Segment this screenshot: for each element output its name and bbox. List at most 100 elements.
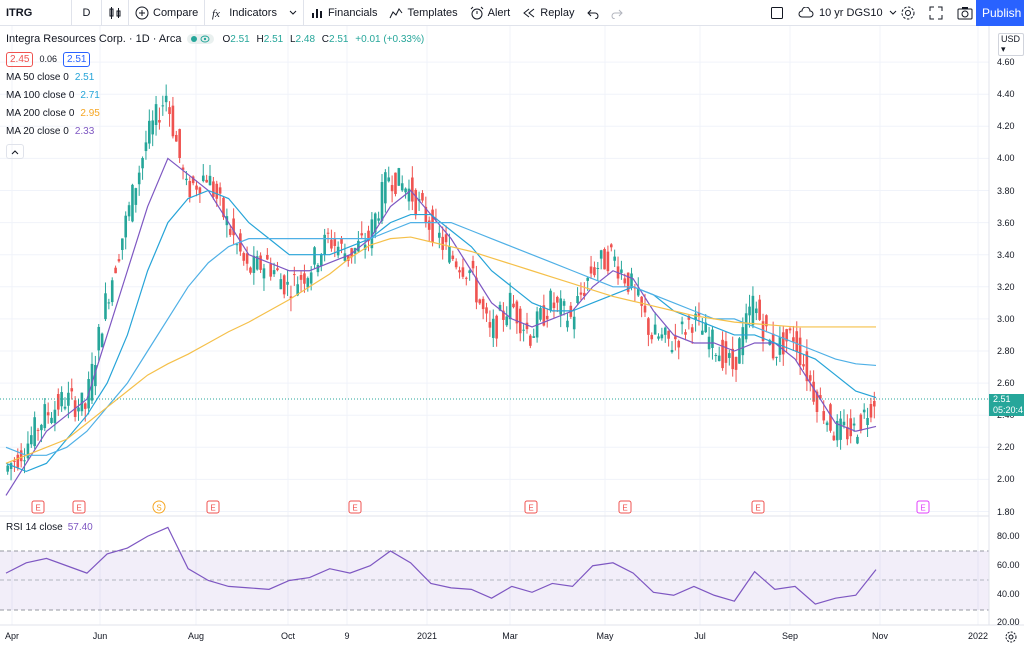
last-price-value: 2.51 <box>993 394 1011 404</box>
candle-body <box>174 134 178 142</box>
ma50-legend[interactable]: MA 50 close 0 2.51 <box>6 68 424 86</box>
rsi-tick: 60.00 <box>997 560 1020 570</box>
candle-body <box>158 120 161 123</box>
candle-body <box>721 339 724 369</box>
candles-icon <box>109 6 121 19</box>
candle-body <box>309 272 313 284</box>
candle-body <box>114 267 117 274</box>
candle-body <box>491 318 495 338</box>
interval-selector[interactable]: D <box>72 0 102 26</box>
ma100-legend[interactable]: MA 100 close 0 2.71 <box>6 86 424 104</box>
axis-settings-icon[interactable] <box>1004 630 1018 644</box>
chart-type-button[interactable] <box>102 0 129 26</box>
candle-body <box>754 308 758 314</box>
candle-body <box>576 296 579 304</box>
candle-body <box>515 301 519 324</box>
candle-body <box>46 412 50 416</box>
cloud-icon <box>798 7 814 18</box>
candle-body <box>805 351 809 382</box>
snapshot-button[interactable] <box>957 0 973 26</box>
redo-button[interactable] <box>605 0 629 26</box>
indicators-dropdown[interactable] <box>283 0 304 26</box>
ma200-legend[interactable]: MA 200 close 0 2.95 <box>6 104 424 122</box>
time-tick: Jun <box>92 631 108 641</box>
candle-body <box>856 436 859 444</box>
candle-body <box>832 435 836 441</box>
candle-body <box>276 268 279 271</box>
candle-body <box>431 209 434 243</box>
candle-body <box>16 454 20 468</box>
candle-body <box>323 234 326 255</box>
candle-body <box>873 400 876 407</box>
candle-body <box>70 388 74 392</box>
top-toolbar: ITRG D Compare fx Indicators Financials … <box>0 0 1024 26</box>
rsi-tick: 20.00 <box>997 617 1020 627</box>
candle-body <box>154 104 158 125</box>
change-value: +0.01 (+0.33%) <box>355 33 425 45</box>
svg-text:fx: fx <box>212 8 220 20</box>
candle-body <box>498 304 502 311</box>
publish-button[interactable]: Publish <box>976 0 1024 26</box>
candle-body <box>744 313 748 340</box>
close-key: C <box>321 33 330 45</box>
candle-body <box>781 332 785 355</box>
candle-body <box>346 254 350 261</box>
open-value: 2.51 <box>230 33 250 45</box>
candle-body <box>518 308 522 334</box>
bid-price[interactable]: 2.45 <box>6 51 34 67</box>
candle-body <box>104 293 107 320</box>
candle-body <box>849 418 853 437</box>
moving-average-lines <box>5 157 877 605</box>
rsi-tick: 40.00 <box>997 589 1020 599</box>
financials-button[interactable]: Financials <box>304 0 384 26</box>
compare-symbol-chip[interactable]: 10 yr DGS10 <box>798 0 897 26</box>
candle-body <box>815 391 819 412</box>
candle-body <box>738 338 741 364</box>
candle-body <box>552 302 556 309</box>
price-tick: 4.60 <box>997 57 1015 68</box>
templates-button[interactable]: Templates <box>383 0 463 26</box>
candle-body <box>701 330 704 335</box>
ask-price[interactable]: 2.51 <box>63 51 91 67</box>
candle-body <box>623 278 627 284</box>
compare-button[interactable]: Compare <box>129 0 206 26</box>
indicators-button[interactable]: fx Indicators <box>205 0 283 26</box>
candle-body <box>269 263 273 277</box>
series-title: Integra Resources Corp. · 1D · Arca <box>6 33 182 45</box>
collapse-legend-button[interactable] <box>6 144 24 159</box>
rsi-label: RSI 14 close <box>6 522 63 533</box>
market-status[interactable] <box>187 34 215 44</box>
split-marker <box>152 500 166 514</box>
currency-selector[interactable]: USD ▾ <box>998 33 1024 56</box>
replay-button[interactable]: Replay <box>516 0 580 26</box>
templates-label: Templates <box>407 6 458 19</box>
candle-body <box>407 188 411 202</box>
last-price-tag: 2.51 05:20:4 <box>989 394 1024 416</box>
candle-body <box>525 322 529 330</box>
time-tick: 2021 <box>416 631 438 641</box>
alert-button[interactable]: Alert <box>464 0 517 26</box>
candle-body <box>245 253 249 264</box>
close-value: 2.51 <box>329 33 349 45</box>
layout-button[interactable] <box>770 0 784 26</box>
candle-body <box>151 120 154 135</box>
candle-body <box>529 335 532 346</box>
candle-body <box>822 411 826 421</box>
ma200-line <box>5 236 876 464</box>
undo-button[interactable] <box>581 0 605 26</box>
rsi-legend[interactable]: RSI 14 close 57.40 <box>6 522 93 533</box>
candle-body <box>164 95 168 103</box>
candle-body <box>390 185 394 192</box>
settings-button[interactable] <box>900 0 916 26</box>
candle-body <box>714 355 718 357</box>
ma20-legend[interactable]: MA 20 close 0 2.33 <box>6 122 424 140</box>
high-key: H <box>256 33 264 45</box>
fullscreen-button[interactable] <box>929 0 943 26</box>
candle-body <box>36 429 40 431</box>
symbol-search[interactable]: ITRG <box>0 0 72 26</box>
candle-body <box>653 324 657 335</box>
candle-body <box>680 321 684 325</box>
